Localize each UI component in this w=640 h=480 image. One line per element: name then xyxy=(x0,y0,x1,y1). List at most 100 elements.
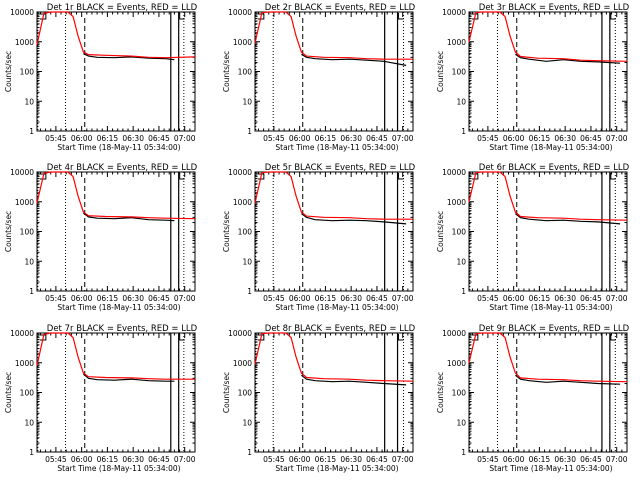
x-tick-label: 06:15 xyxy=(529,294,551,303)
x-tick-label: 05:45 xyxy=(477,294,499,303)
x-tick-label: 07:00 xyxy=(174,134,196,143)
y-tick-label: 100 xyxy=(238,68,253,77)
x-tick-label: 05:45 xyxy=(263,455,285,464)
y-tick-label: 10000 xyxy=(442,168,466,177)
x-tick-label: 06:30 xyxy=(340,294,362,303)
panel-title: Det 8r BLACK = Events, RED = LLD xyxy=(265,324,416,334)
x-tick-label: 06:00 xyxy=(289,455,311,464)
y-tick-label: 10 xyxy=(24,418,34,427)
series-line-events xyxy=(301,53,407,66)
y-tick-label: 1 xyxy=(247,127,252,136)
y-tick-label: 1000 xyxy=(233,38,252,47)
y-tick-label: 10 xyxy=(456,418,466,427)
y-tick-label: 1000 xyxy=(447,359,466,368)
x-tick-label: 06:00 xyxy=(289,134,311,143)
end-flag-marker xyxy=(398,334,404,341)
x-tick-label: 07:00 xyxy=(606,294,628,303)
end-flag-marker xyxy=(610,334,616,341)
x-tick-label: 05:45 xyxy=(45,134,67,143)
end-flag-marker xyxy=(179,334,185,341)
x-tick-label: 06:30 xyxy=(340,455,362,464)
y-tick-label: 1 xyxy=(247,287,252,296)
x-tick-label: 07:00 xyxy=(606,134,628,143)
y-tick-label: 10000 xyxy=(10,168,34,177)
y-tick-label: 1 xyxy=(247,448,252,457)
x-tick-label: 05:45 xyxy=(45,455,67,464)
y-tick-label: 1 xyxy=(29,287,34,296)
x-tick-label: 06:00 xyxy=(71,294,93,303)
x-tick-label: 05:45 xyxy=(477,134,499,143)
series-line-events xyxy=(515,213,621,225)
detector-panel-1: Det 1r BLACK = Events, RED = LLD 1 10 100 10… xyxy=(4,3,198,152)
x-tick-label: 06:30 xyxy=(554,294,576,303)
x-axis-label: Start Time (18-May-11 05:34:00) xyxy=(489,464,612,473)
series-line-lld xyxy=(468,11,628,62)
y-tick-label: 10000 xyxy=(10,329,34,338)
end-flag-marker xyxy=(398,13,404,20)
x-tick-label: 07:00 xyxy=(392,455,414,464)
y-tick-label: 100 xyxy=(20,228,35,237)
y-tick-label: 10 xyxy=(24,257,34,266)
y-tick-label: 10000 xyxy=(228,8,252,17)
detector-panel-5: Det 5r BLACK = Events, RED = LLD 1 10 100 10… xyxy=(222,163,416,312)
x-tick-label: 06:15 xyxy=(97,455,119,464)
x-tick-label: 06:30 xyxy=(122,134,144,143)
detector-panel-7: Det 7r BLACK = Events, RED = LLD 1 10 100 10… xyxy=(4,324,198,473)
y-tick-label: 1000 xyxy=(447,38,466,47)
y-tick-label: 1000 xyxy=(15,38,34,47)
plot-frame xyxy=(254,171,414,292)
y-tick-label: 10000 xyxy=(442,8,466,17)
y-tick-label: 1000 xyxy=(233,198,252,207)
y-tick-label: 10000 xyxy=(442,329,466,338)
plot-frame xyxy=(254,11,414,132)
x-tick-label: 06:30 xyxy=(340,134,362,143)
x-axis-label: Start Time (18-May-11 05:34:00) xyxy=(57,143,180,152)
y-axis-label: Counts/sec xyxy=(436,51,445,92)
x-tick-label: 06:15 xyxy=(315,134,337,143)
x-axis-label: Start Time (18-May-11 05:34:00) xyxy=(275,303,398,312)
y-tick-label: 1 xyxy=(461,127,466,136)
x-tick-label: 06:15 xyxy=(529,455,551,464)
y-axis-label: Counts/sec xyxy=(4,211,13,252)
end-flag-marker xyxy=(610,173,616,180)
panel-title: Det 1r BLACK = Events, RED = LLD xyxy=(47,3,198,13)
series-line-events xyxy=(301,213,407,225)
x-tick-label: 05:45 xyxy=(263,294,285,303)
y-axis-label: Counts/sec xyxy=(222,372,231,413)
panel-title: Det 3r BLACK = Events, RED = LLD xyxy=(479,3,630,13)
x-tick-label: 06:00 xyxy=(503,294,525,303)
end-flag-marker xyxy=(398,173,404,180)
y-tick-label: 10 xyxy=(242,418,252,427)
detector-panel-6: Det 6r BLACK = Events, RED = LLD 1 10 100 10… xyxy=(436,163,630,312)
x-tick-label: 06:15 xyxy=(97,134,119,143)
x-tick-label: 06:00 xyxy=(289,294,311,303)
y-axis-label: Counts/sec xyxy=(222,211,231,252)
y-tick-label: 100 xyxy=(452,228,467,237)
series-line-events xyxy=(515,374,621,385)
x-tick-label: 06:15 xyxy=(315,455,337,464)
y-tick-label: 10000 xyxy=(10,8,34,17)
y-tick-label: 10 xyxy=(242,97,252,106)
plot-frame xyxy=(468,332,628,453)
detector-panel-8: Det 8r BLACK = Events, RED = LLD 1 10 100 10… xyxy=(222,324,416,473)
plot-frame xyxy=(468,11,628,132)
x-tick-label: 06:30 xyxy=(554,455,576,464)
x-tick-label: 06:30 xyxy=(122,455,144,464)
x-tick-label: 06:00 xyxy=(71,134,93,143)
series-line-events xyxy=(83,373,175,382)
y-tick-label: 10000 xyxy=(228,168,252,177)
series-line-lld xyxy=(468,171,628,221)
x-tick-label: 06:45 xyxy=(148,294,170,303)
y-axis-label: Counts/sec xyxy=(222,51,231,92)
panel-title: Det 7r BLACK = Events, RED = LLD xyxy=(47,324,198,334)
y-tick-label: 100 xyxy=(20,68,35,77)
panel-title: Det 6r BLACK = Events, RED = LLD xyxy=(479,163,630,173)
x-tick-label: 07:00 xyxy=(174,294,196,303)
panel-title: Det 4r BLACK = Events, RED = LLD xyxy=(47,163,198,173)
y-tick-label: 10 xyxy=(24,97,34,106)
panel-title: Det 2r BLACK = Events, RED = LLD xyxy=(265,3,416,13)
x-axis-label: Start Time (18-May-11 05:34:00) xyxy=(275,143,398,152)
x-tick-label: 07:00 xyxy=(174,455,196,464)
x-tick-label: 06:15 xyxy=(529,134,551,143)
x-tick-label: 07:00 xyxy=(606,455,628,464)
